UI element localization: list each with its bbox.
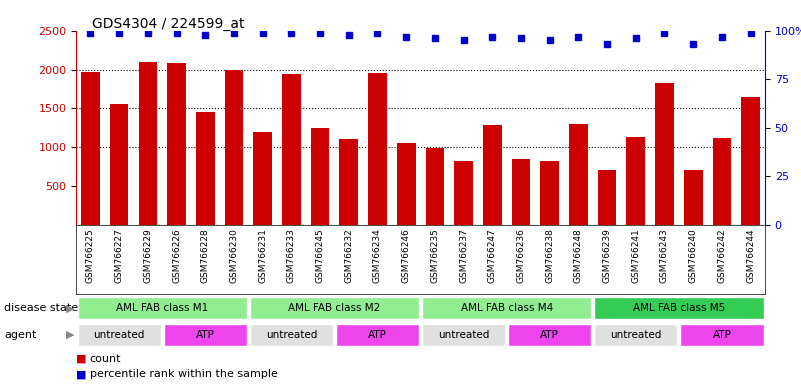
Bar (336, 324, 419, 346)
Text: GSM766233: GSM766233 (287, 228, 296, 283)
Text: ATP: ATP (195, 330, 215, 340)
Text: ▶: ▶ (66, 330, 74, 340)
Text: GSM766234: GSM766234 (373, 228, 382, 283)
Bar (594, 324, 678, 346)
Text: agent: agent (4, 330, 36, 340)
Bar (311, 127, 329, 225)
Bar (680, 324, 763, 346)
Bar (253, 132, 272, 225)
Bar (422, 297, 591, 319)
Text: untreated: untreated (266, 330, 317, 340)
Text: ■: ■ (76, 354, 87, 364)
Text: ATP: ATP (540, 330, 559, 340)
Bar (110, 104, 128, 225)
Bar (163, 324, 247, 346)
Bar (508, 324, 591, 346)
Bar (78, 297, 247, 319)
Bar (594, 297, 763, 319)
Text: GSM766237: GSM766237 (459, 228, 468, 283)
Text: GSM766229: GSM766229 (143, 228, 152, 283)
Text: GDS4304 / 224599_at: GDS4304 / 224599_at (92, 17, 244, 31)
Text: untreated: untreated (438, 330, 489, 340)
Bar (167, 63, 186, 225)
Bar (425, 148, 445, 225)
Bar (598, 170, 617, 225)
Bar (483, 125, 501, 225)
Bar (713, 138, 731, 225)
Text: GSM766243: GSM766243 (660, 228, 669, 283)
Text: GSM766242: GSM766242 (718, 228, 727, 283)
Text: GSM766240: GSM766240 (689, 228, 698, 283)
Text: GSM766232: GSM766232 (344, 228, 353, 283)
Bar (569, 124, 588, 225)
Text: GSM766231: GSM766231 (258, 228, 268, 283)
Bar (340, 139, 358, 225)
Text: untreated: untreated (94, 330, 145, 340)
Text: GSM766238: GSM766238 (545, 228, 554, 283)
Bar (741, 97, 760, 225)
Text: ▶: ▶ (66, 303, 74, 313)
Text: count: count (90, 354, 121, 364)
Bar (196, 112, 215, 225)
Text: untreated: untreated (610, 330, 662, 340)
Text: GSM766235: GSM766235 (430, 228, 440, 283)
Bar (396, 143, 416, 225)
Bar (541, 161, 559, 225)
Text: GSM766248: GSM766248 (574, 228, 583, 283)
Text: ATP: ATP (712, 330, 731, 340)
Text: GSM766239: GSM766239 (602, 228, 612, 283)
Text: GSM766225: GSM766225 (86, 228, 95, 283)
Bar (655, 83, 674, 225)
Bar (626, 137, 645, 225)
Text: AML FAB class M2: AML FAB class M2 (288, 303, 380, 313)
Text: percentile rank within the sample: percentile rank within the sample (90, 369, 278, 379)
Text: GSM766241: GSM766241 (631, 228, 640, 283)
Text: AML FAB class M4: AML FAB class M4 (461, 303, 553, 313)
Text: GSM766245: GSM766245 (316, 228, 324, 283)
Bar (454, 161, 473, 225)
Text: ATP: ATP (368, 330, 387, 340)
Bar (422, 324, 505, 346)
Text: GSM766247: GSM766247 (488, 228, 497, 283)
Text: AML FAB class M5: AML FAB class M5 (633, 303, 725, 313)
Bar (81, 72, 100, 225)
Text: GSM766230: GSM766230 (229, 228, 239, 283)
Bar (224, 70, 244, 225)
Text: GSM766227: GSM766227 (115, 228, 123, 283)
Bar (282, 74, 300, 225)
Text: GSM766246: GSM766246 (401, 228, 411, 283)
Text: GSM766226: GSM766226 (172, 228, 181, 283)
Text: GSM766236: GSM766236 (517, 228, 525, 283)
Bar (512, 159, 530, 225)
Text: AML FAB class M1: AML FAB class M1 (116, 303, 208, 313)
Text: GSM766228: GSM766228 (201, 228, 210, 283)
Bar (368, 73, 387, 225)
Text: ■: ■ (76, 369, 87, 379)
Bar (684, 170, 702, 225)
Text: disease state: disease state (4, 303, 78, 313)
Bar (250, 297, 419, 319)
Bar (139, 62, 157, 225)
Text: GSM766244: GSM766244 (746, 228, 755, 283)
Bar (78, 324, 161, 346)
Bar (250, 324, 333, 346)
